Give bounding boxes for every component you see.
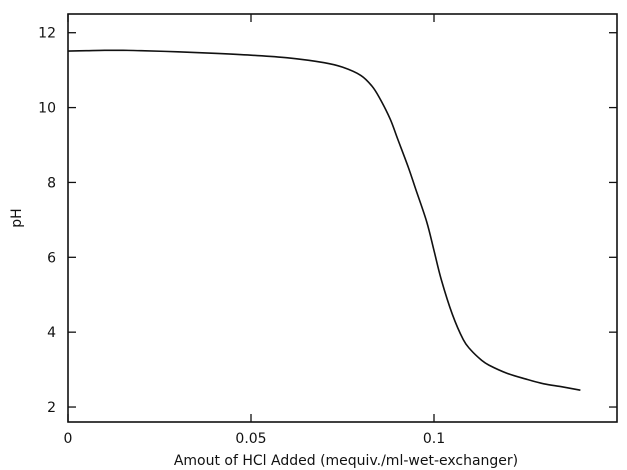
titration-curve-series xyxy=(67,49,581,391)
y-axis-tick-label: 2 xyxy=(47,400,56,416)
y-axis-tick-label: 8 xyxy=(47,175,56,191)
y-axis-tick-label: 6 xyxy=(47,250,56,266)
axis-tick-labels: 0 0.05 0.1 2 4 6 8 10 12 xyxy=(38,26,445,447)
x-axis-tick-label: 0.05 xyxy=(235,431,266,447)
x-axis-tick-label: 0 xyxy=(64,431,73,447)
plot-frame xyxy=(67,13,618,423)
y-axis-tick-label: 10 xyxy=(38,101,56,117)
y-axis-tick-label: 4 xyxy=(47,325,56,341)
x-axis-label: Amout of HCl Added (mequiv./ml-wet-excha… xyxy=(174,453,518,469)
axis-ticks xyxy=(67,14,617,422)
y-axis-label: pH xyxy=(9,208,25,227)
x-axis-tick-label: 0.1 xyxy=(423,431,445,447)
y-axis-tick-label: 12 xyxy=(38,26,56,42)
